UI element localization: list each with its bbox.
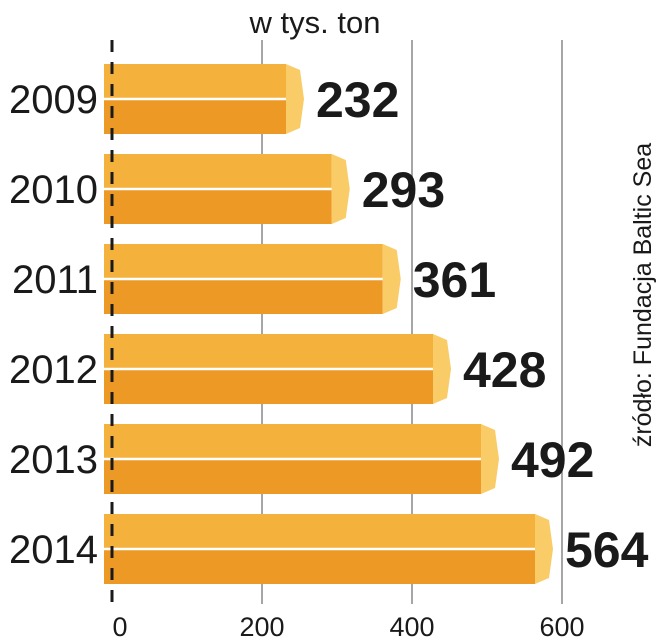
x-tick-label: 200 xyxy=(239,612,284,640)
bar xyxy=(104,369,433,404)
bar-top-face xyxy=(104,424,481,459)
bar xyxy=(104,459,481,494)
bar-top-face xyxy=(104,514,535,549)
bar-top-face xyxy=(104,64,286,99)
source-note: źródło: Fundacja Baltic Sea xyxy=(629,143,657,447)
bar xyxy=(104,279,383,314)
bars xyxy=(104,64,553,584)
labels: 2009 232 2010 293 2011 361 2012 428 2013 492 2014 5… xyxy=(9,72,649,578)
x-tick-label: 400 xyxy=(389,612,434,640)
bar-top-face xyxy=(104,154,332,189)
x-tick-label: 0 xyxy=(112,612,127,640)
category-label: 2010 xyxy=(9,168,98,212)
value-label: 564 xyxy=(565,522,649,578)
bar-tip xyxy=(286,64,304,134)
bar-tip xyxy=(433,334,451,404)
category-label: 2014 xyxy=(9,528,98,572)
bar-top-face xyxy=(104,334,433,369)
bar xyxy=(104,99,286,134)
value-label: 492 xyxy=(511,432,594,488)
category-label: 2009 xyxy=(9,78,98,122)
category-label: 2012 xyxy=(9,348,98,392)
bar-tip xyxy=(535,514,553,584)
bar xyxy=(104,189,332,224)
bar-tip xyxy=(481,424,499,494)
bar xyxy=(104,549,535,584)
value-label: 428 xyxy=(463,342,546,398)
bar-top-face xyxy=(104,244,383,279)
value-label: 361 xyxy=(413,252,496,308)
x-tick-label: 600 xyxy=(539,612,584,640)
category-label: 2011 xyxy=(12,258,98,302)
bar-tip xyxy=(331,154,350,224)
value-label: 293 xyxy=(362,162,445,218)
x-axis-ticks: 0 200 400 600 xyxy=(112,612,584,640)
bar-tip xyxy=(382,244,401,314)
value-label: 232 xyxy=(316,72,399,128)
category-label: 2013 xyxy=(9,438,98,482)
unit-label: w tys. ton xyxy=(249,5,381,40)
